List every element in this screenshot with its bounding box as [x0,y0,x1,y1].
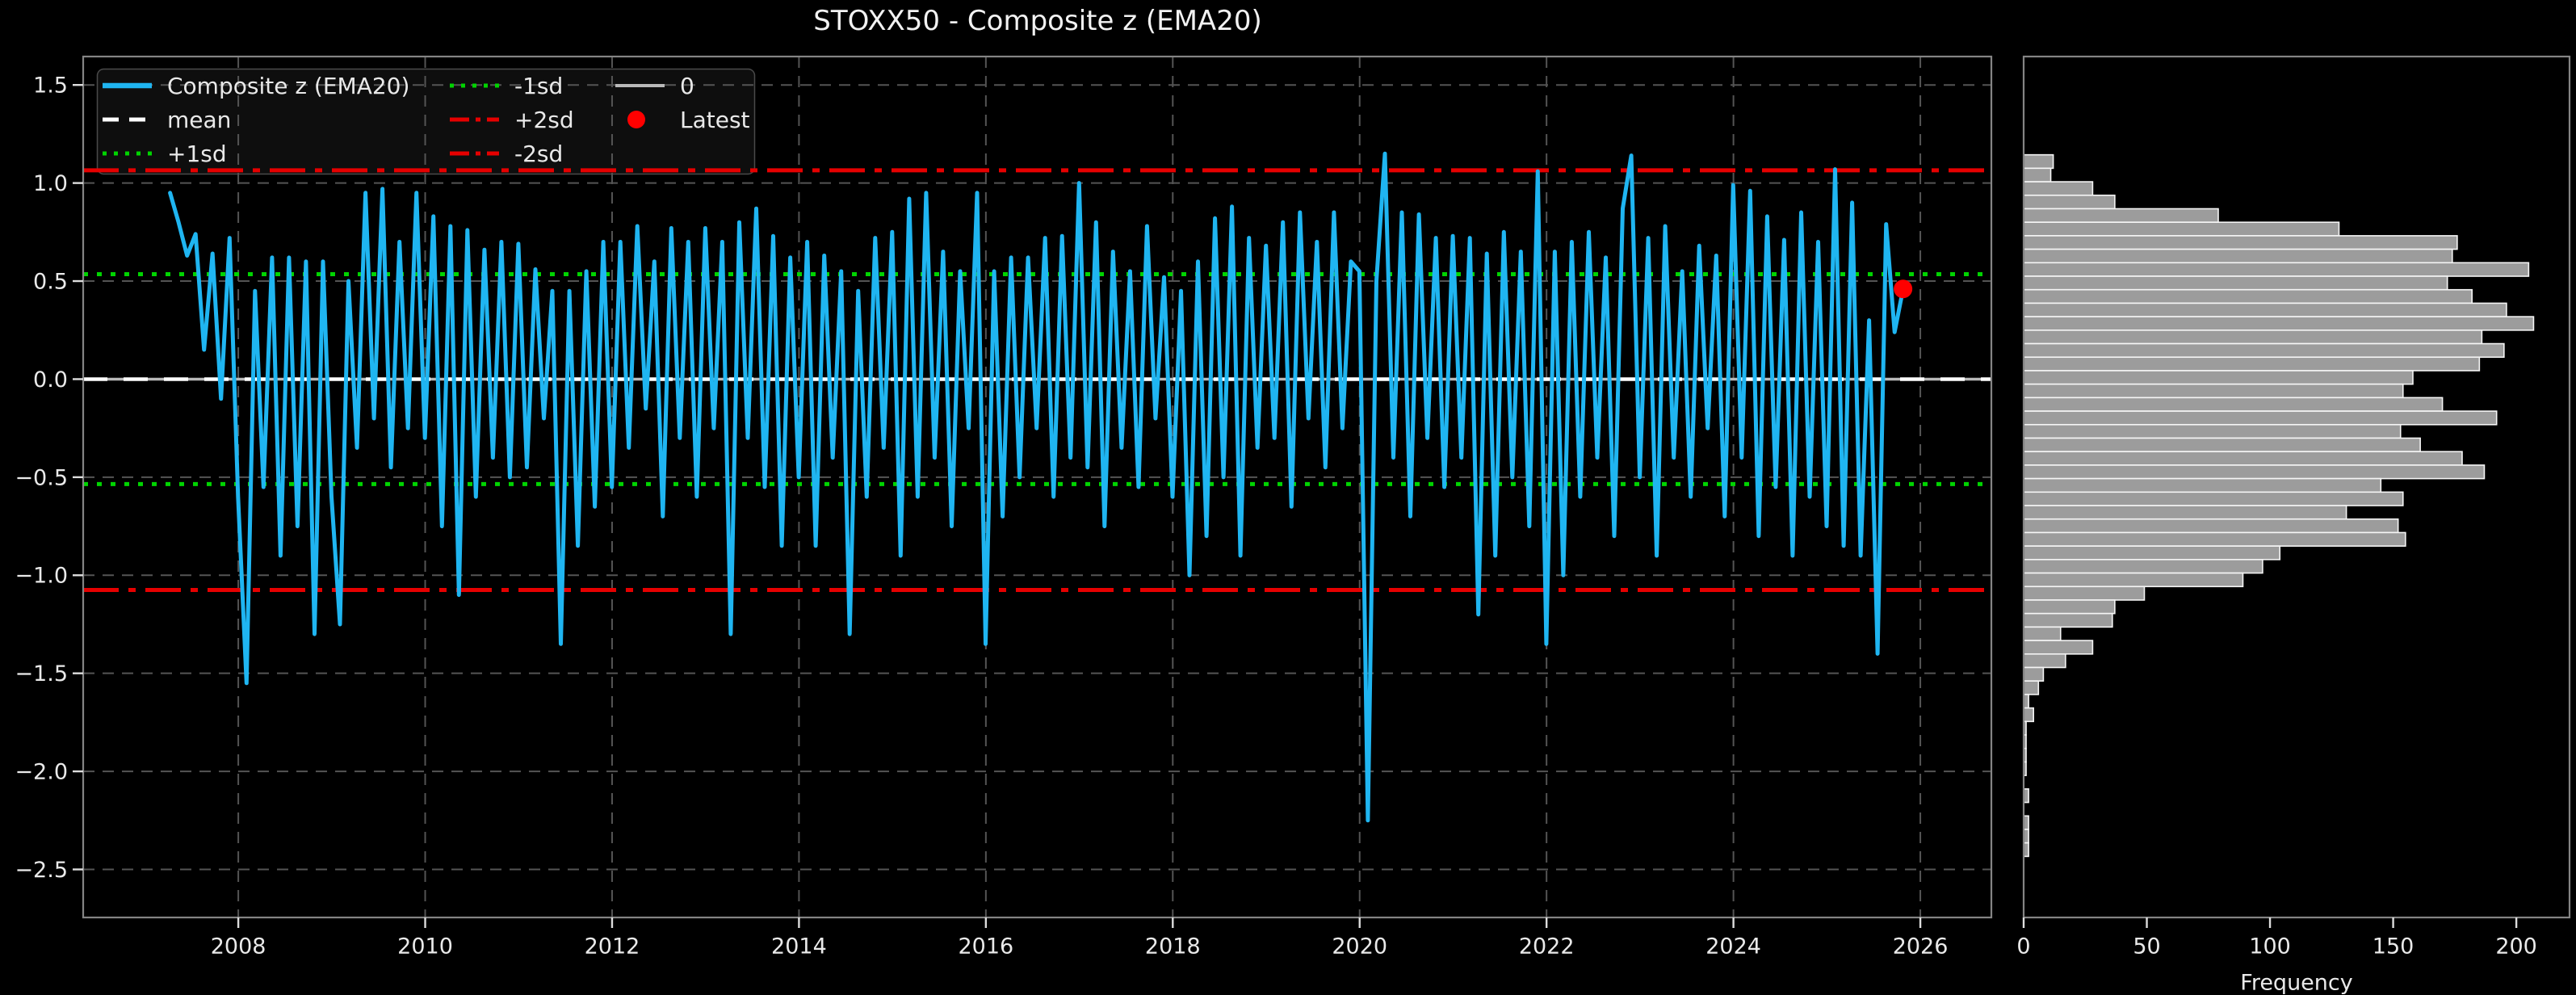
composite-z-line [168,151,1906,823]
latest-marker [1894,279,1913,299]
x-tick-label: 2016 [958,934,1013,959]
hist-bar [2023,518,2399,534]
legend-item--2sd: -2sd [450,141,563,167]
x-tick-label: 2010 [397,934,453,959]
hist-bar [2023,626,2062,641]
axes-layer: 2008 2010 2012 2014 2016 2018 2020 2022 2024 2026… [15,55,2571,995]
x-tick-label: 2008 [211,934,266,959]
legend-label: -2sd [514,141,563,167]
main-axes-frame [82,55,1993,919]
hist-x-tick-label: 100 [2249,934,2291,959]
hist-bar [2023,586,2146,601]
legend-item-+1sd: +1sd [103,141,227,167]
series-layer [168,151,1913,823]
y-tick-label: 0.5 [33,269,68,294]
hist-x-tick-label: 0 [2016,934,2030,959]
hist-bar [2023,477,2382,493]
histogram-layer [2023,153,2535,858]
hist-bar [2023,194,2116,210]
y-tick-label: 1.5 [33,73,68,99]
legend-label: Composite z (EMA20) [167,73,409,99]
grid-lines [83,57,1991,917]
hist-bar [2023,559,2263,574]
hist-x-tick-label: 150 [2373,934,2414,959]
hist-bar [2023,666,2045,682]
hist-x-tick-label: 200 [2495,934,2537,959]
hist-bar [2023,437,2421,452]
legend-label: 0 [680,73,694,99]
hist-axes-frame [2022,55,2571,919]
hist-bar [2023,208,2219,223]
legend-item-composite-z-ema20-: Composite z (EMA20) [103,73,409,99]
hist-bar [2023,545,2281,560]
hist-bar [2023,248,2453,264]
hist-bar [2023,167,2052,183]
hist-bar [2023,531,2406,547]
hist-bar [2023,181,2094,196]
hist-bar [2023,356,2481,372]
hist-bar [2023,302,2507,317]
legend-item-latest: Latest [627,107,750,133]
x-tick-label: 2018 [1145,934,1201,959]
hist-bar [2023,599,2116,615]
x-tick-label: 2012 [585,934,640,959]
legend-latest-marker [627,111,645,128]
hist-bar [2023,653,2066,669]
x-tick-label: 2022 [1519,934,1575,959]
hist-bar [2023,288,2473,304]
frequency-axis-label: Frequency [2240,970,2353,995]
y-tick-label: 1.0 [33,171,68,196]
x-tick-label: 2026 [1893,934,1949,959]
hist-bar [2023,640,2094,655]
x-tick-label: 2020 [1332,934,1387,959]
legend-item-+2sd: +2sd [450,107,574,133]
hist-bar [2023,221,2340,237]
hist-bar [2023,370,2414,385]
hist-bar [2023,451,2463,466]
hist-bar [2023,410,2498,426]
hist-bar [2023,342,2505,359]
hist-bar [2023,275,2448,291]
hist-bar [2023,316,2535,331]
legend-label: mean [167,107,231,133]
hist-bar [2023,491,2404,506]
hist-bar [2023,397,2444,412]
legend-label: -1sd [514,73,563,99]
hist-bar [2023,423,2402,439]
hist-bar [2023,707,2035,723]
x-tick-label: 2024 [1705,934,1761,959]
y-tick-label: 0.0 [33,367,68,393]
hist-bar [2023,383,2404,399]
legend-label: +2sd [514,107,574,133]
legend-label: +1sd [167,141,227,167]
hist-x-tick-label: 50 [2133,934,2160,959]
y-tick-label: −0.5 [15,465,68,490]
hist-bar [2023,330,2483,345]
x-tick-label: 2014 [771,934,827,959]
hist-bar [2023,153,2054,170]
chart-title: STOXX50 - Composite z (EMA20) [813,5,1262,37]
legend-item--1sd: -1sd [450,73,563,99]
hist-bar [2023,505,2347,520]
legend: Composite z (EMA20) mean +1sd -1sd +2sd -2sd 0… [103,73,750,167]
hist-bar [2023,262,2530,277]
hist-bar [2023,464,2486,480]
y-tick-label: −1.0 [15,564,68,589]
hist-bar [2023,235,2458,250]
legend-label: Latest [680,107,750,133]
legend-item-mean: mean [103,107,231,133]
y-tick-label: −2.0 [15,760,68,785]
y-tick-label: −2.5 [15,858,68,883]
hist-bar [2023,680,2040,695]
hist-bar [2023,572,2244,588]
y-tick-label: −1.5 [15,661,68,686]
legend-item-0: 0 [615,73,694,99]
hist-bar [2023,612,2113,628]
